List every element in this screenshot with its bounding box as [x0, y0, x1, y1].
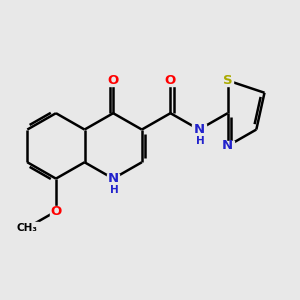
Text: O: O: [165, 74, 176, 87]
Text: H: H: [196, 136, 204, 146]
Text: CH₃: CH₃: [17, 223, 38, 233]
Text: N: N: [108, 172, 119, 185]
Bar: [222, 75, 233, 85]
Text: H: H: [110, 185, 118, 195]
Bar: [222, 141, 234, 151]
Text: N: N: [222, 140, 233, 152]
Bar: [16, 222, 39, 233]
Text: N: N: [194, 123, 205, 136]
Bar: [50, 206, 62, 217]
Bar: [164, 75, 177, 85]
Bar: [192, 124, 206, 135]
Text: O: O: [50, 205, 62, 218]
Bar: [107, 173, 119, 184]
Text: S: S: [223, 74, 232, 87]
Bar: [107, 75, 119, 85]
Text: O: O: [108, 74, 119, 87]
